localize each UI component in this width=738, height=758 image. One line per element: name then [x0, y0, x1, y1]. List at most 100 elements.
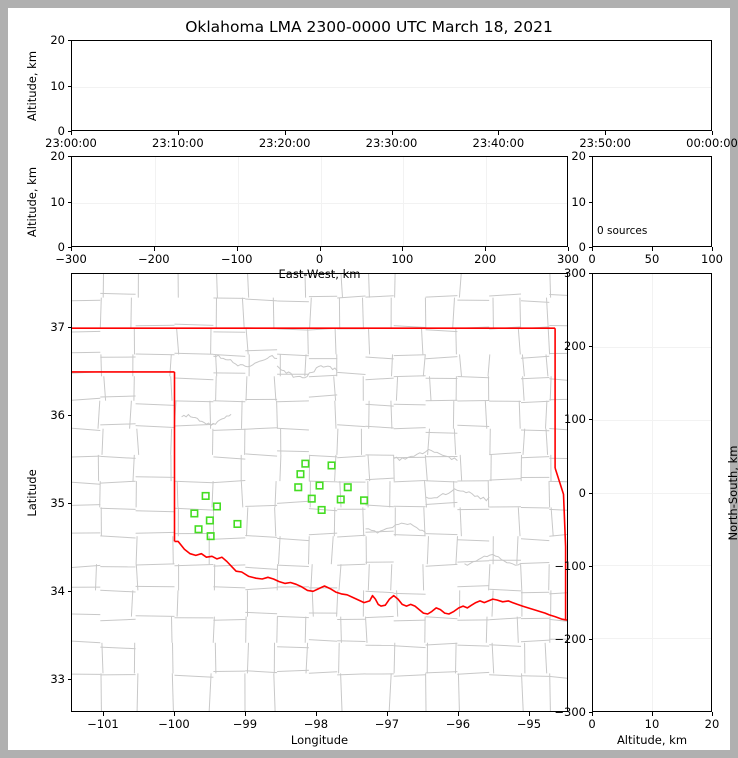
- eastwest-height-xtick: [71, 247, 72, 251]
- northsouth-yticklabel: 0: [578, 485, 586, 500]
- altitude-histogram-yticklabel: 10: [571, 194, 586, 209]
- source-count-annotation: 0 sources: [597, 225, 648, 237]
- lma-station-marker: [190, 509, 199, 518]
- map-xtick: [173, 712, 175, 716]
- map-xticklabel: −98: [303, 717, 329, 731]
- time-height-yticklabel: 0: [57, 124, 65, 138]
- altitude-histogram-xticklabel: 100: [701, 252, 723, 266]
- eastwest-height-ytick: [67, 156, 71, 157]
- panel-altitude-histogram[interactable]: 0 sources: [592, 156, 712, 247]
- eastwest-height-xtick: [319, 247, 321, 251]
- eastwest-height-xticklabel: −200: [138, 252, 170, 266]
- time-height-yticklabel: 20: [50, 33, 65, 47]
- time-height-ytick: [67, 85, 71, 87]
- eastwest-height-xticklabel: 200: [474, 252, 497, 266]
- map-xtick: [102, 712, 104, 716]
- map-ytick: [67, 503, 71, 505]
- map-geometry: [72, 274, 567, 711]
- northsouth-yticklabel: −100: [554, 558, 586, 573]
- time-height-xticklabel: 23:00:00: [45, 136, 97, 150]
- lma-station-marker: [194, 525, 203, 534]
- northsouth-xlabel: Altitude, km: [616, 733, 688, 747]
- map-xticklabel: −95: [516, 717, 542, 731]
- time-height-ytick: [67, 131, 71, 132]
- northsouth-xtick: [592, 712, 593, 716]
- lma-station-marker: [205, 516, 214, 525]
- lma-station-marker: [212, 502, 221, 511]
- northsouth-ytick: [588, 346, 592, 348]
- lma-station-marker: [201, 491, 210, 500]
- eastwest-height-yticklabel: 0: [57, 240, 65, 254]
- panel-plan-view-map[interactable]: [71, 273, 568, 712]
- time-height-xtick: [177, 131, 179, 135]
- lma-station-marker: [317, 505, 326, 514]
- county-boundaries: [72, 274, 567, 711]
- northsouth-yticklabel: −300: [554, 705, 586, 719]
- eastwest-height-xticklabel: −300: [55, 252, 87, 266]
- northsouth-yticklabel: −200: [554, 631, 586, 646]
- time-height-xtick: [284, 131, 286, 135]
- eastwest-height-xtick: [153, 247, 155, 251]
- map-yticklabel: 33: [50, 671, 65, 686]
- eastwest-height-ytick: [67, 247, 71, 248]
- northsouth-ytick: [588, 565, 592, 567]
- map-xtick: [457, 712, 459, 716]
- northsouth-ytick: [588, 712, 592, 713]
- lma-station-marker: [336, 495, 345, 504]
- northsouth-ytick: [588, 273, 592, 274]
- lma-station-marker: [343, 483, 352, 492]
- panel-northsouth-height[interactable]: [592, 273, 712, 712]
- altitude-histogram-xtick: [652, 247, 653, 251]
- state-border-oklahoma: [72, 327, 567, 621]
- time-height-xtick: [71, 131, 72, 135]
- altitude-histogram-ytick: [588, 201, 592, 203]
- time-height-xticklabel: 23:10:00: [152, 136, 204, 150]
- lma-station-marker: [307, 494, 316, 503]
- time-height-xtick: [498, 131, 500, 135]
- eastwest-height-xtick: [236, 247, 238, 251]
- panel-eastwest-height[interactable]: [71, 156, 568, 247]
- eastwest-height-xticklabel: −100: [220, 252, 253, 266]
- map-xticklabel: −96: [445, 717, 471, 731]
- map-xtick: [244, 712, 246, 716]
- altitude-histogram-xtick: [592, 247, 593, 251]
- map-svg: [72, 274, 567, 711]
- northsouth-ytick: [588, 638, 592, 640]
- time-height-xtick: [605, 131, 607, 135]
- northsouth-xticklabel: 10: [644, 717, 660, 731]
- eastwest-height-xticklabel: 0: [315, 252, 324, 266]
- lma-station-marker: [359, 496, 369, 505]
- eastwest-height-xtick: [485, 247, 487, 251]
- map-yticklabel: 37: [50, 320, 65, 335]
- lma-station-marker: [301, 459, 310, 468]
- figure-title: Oklahoma LMA 2300-0000 UTC March 18, 202…: [185, 18, 553, 36]
- northsouth-xticklabel: 0: [588, 717, 596, 731]
- figure-canvas: Oklahoma LMA 2300-0000 UTC March 18, 202…: [8, 8, 738, 750]
- eastwest-height-ytick: [67, 201, 71, 203]
- time-height-xticklabel: 23:40:00: [472, 136, 525, 150]
- northsouth-xtick: [652, 712, 653, 716]
- altitude-histogram-ytick: [588, 247, 592, 248]
- northsouth-ytick: [588, 492, 592, 494]
- eastwest-height-xtick: [568, 247, 569, 251]
- map-yticklabel: 34: [50, 583, 65, 598]
- northsouth-yticklabel: 100: [564, 412, 586, 427]
- map-ytick: [67, 590, 71, 592]
- northsouth-yticklabel: 300: [564, 266, 586, 280]
- eastwest-height-xticklabel: 100: [391, 252, 414, 266]
- altitude-histogram-xticklabel: 0: [588, 252, 596, 266]
- lma-station-markers: [190, 459, 369, 541]
- lma-station-marker: [206, 532, 215, 541]
- time-height-xticklabel: 23:50:00: [579, 136, 631, 150]
- map-yticklabel: 35: [50, 496, 65, 511]
- altitude-histogram-xtick: [712, 247, 713, 251]
- eastwest-height-ylabel: Altitude, km: [25, 166, 39, 237]
- map-xticklabel: −100: [158, 717, 190, 731]
- time-height-ytick: [67, 40, 71, 41]
- time-height-xticklabel: 23:30:00: [365, 136, 418, 150]
- map-xtick: [386, 712, 388, 716]
- lma-station-marker: [327, 461, 336, 470]
- eastwest-height-yticklabel: 10: [50, 194, 65, 209]
- map-ytick: [67, 327, 71, 329]
- panel-time-height[interactable]: [71, 40, 712, 131]
